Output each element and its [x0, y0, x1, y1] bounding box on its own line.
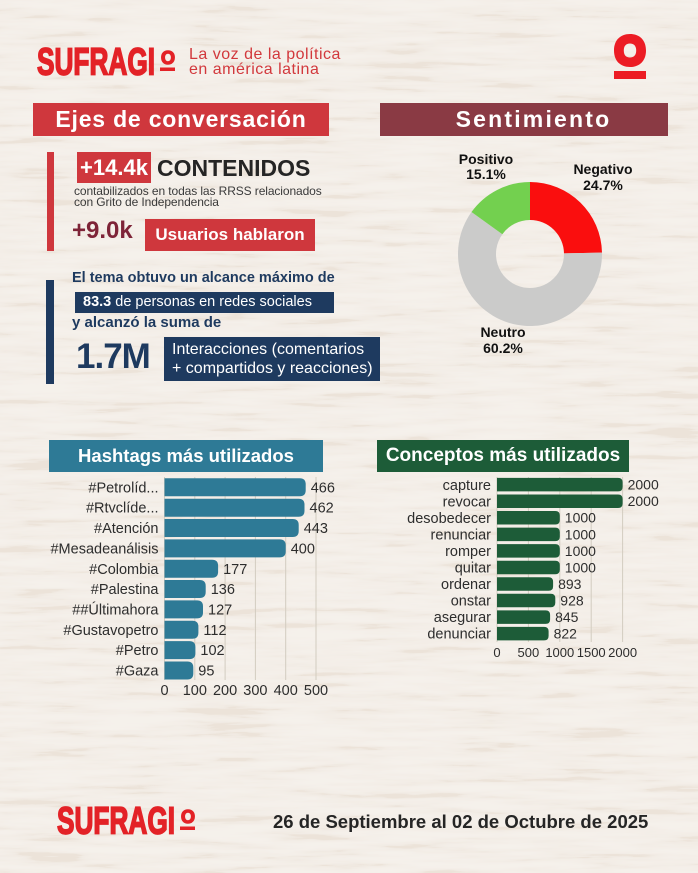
- svg-text:#Gustavopetro: #Gustavopetro: [63, 623, 158, 639]
- svg-text:O: O: [161, 48, 175, 68]
- svg-text:822: 822: [554, 626, 578, 642]
- svg-text:SUFRAGI: SUFRAGI: [37, 44, 155, 84]
- svg-text:2000: 2000: [628, 477, 659, 493]
- svg-text:1000: 1000: [565, 510, 596, 526]
- svg-text:1500: 1500: [577, 645, 606, 660]
- svg-text:##Últimahora: ##Últimahora: [72, 602, 159, 619]
- svg-text:#Petrolíd...: #Petrolíd...: [88, 480, 158, 496]
- svg-text:300: 300: [243, 683, 267, 699]
- svg-text:#Gaza: #Gaza: [116, 664, 160, 680]
- svg-text:177: 177: [223, 562, 247, 578]
- svg-text:2000: 2000: [628, 493, 659, 509]
- svg-text:#Petro: #Petro: [116, 643, 159, 659]
- svg-text:desobedecer: desobedecer: [407, 511, 491, 527]
- svg-text:466: 466: [311, 480, 335, 496]
- svg-text:ordenar: ordenar: [441, 577, 491, 593]
- svg-text:#Colombia: #Colombia: [89, 562, 159, 578]
- svg-text:0: 0: [493, 645, 500, 660]
- svg-text:asegurar: asegurar: [434, 610, 491, 626]
- svg-text:1000: 1000: [545, 645, 574, 660]
- svg-text:#Palestina: #Palestina: [91, 582, 160, 598]
- svg-text:quitar: quitar: [455, 561, 491, 577]
- svg-text:1000: 1000: [565, 526, 596, 542]
- svg-text:95: 95: [198, 664, 214, 680]
- svg-text:SUFRAGI: SUFRAGI: [57, 803, 175, 843]
- svg-text:#Mesadeanálisis: #Mesadeanálisis: [50, 541, 158, 557]
- svg-text:#Rtvclíde...: #Rtvclíde...: [86, 501, 159, 517]
- svg-text:renunciar: renunciar: [431, 527, 492, 543]
- svg-text:0: 0: [160, 683, 168, 699]
- svg-text:200: 200: [213, 683, 237, 699]
- svg-text:1000: 1000: [565, 559, 596, 575]
- svg-text:O: O: [181, 807, 195, 827]
- svg-text:462: 462: [310, 501, 334, 517]
- svg-text:2000: 2000: [608, 645, 637, 660]
- svg-text:500: 500: [518, 645, 540, 660]
- svg-text:127: 127: [208, 603, 232, 619]
- svg-text:112: 112: [203, 623, 226, 639]
- svg-text:#Atención: #Atención: [94, 521, 159, 537]
- svg-text:443: 443: [304, 521, 328, 537]
- svg-text:893: 893: [558, 576, 582, 592]
- svg-text:denunciar: denunciar: [427, 627, 491, 643]
- svg-text:onstar: onstar: [451, 594, 491, 610]
- svg-text:136: 136: [211, 582, 235, 598]
- svg-text:845: 845: [555, 609, 579, 625]
- svg-text:100: 100: [183, 683, 207, 699]
- svg-text:400: 400: [274, 683, 298, 699]
- svg-text:500: 500: [304, 683, 328, 699]
- svg-text:1000: 1000: [565, 543, 596, 559]
- svg-text:102: 102: [200, 643, 224, 659]
- svg-text:928: 928: [560, 592, 584, 608]
- svg-text:capture: capture: [443, 478, 491, 494]
- svg-text:romper: romper: [445, 544, 491, 560]
- svg-text:revocar: revocar: [443, 494, 492, 510]
- svg-text:400: 400: [291, 541, 315, 557]
